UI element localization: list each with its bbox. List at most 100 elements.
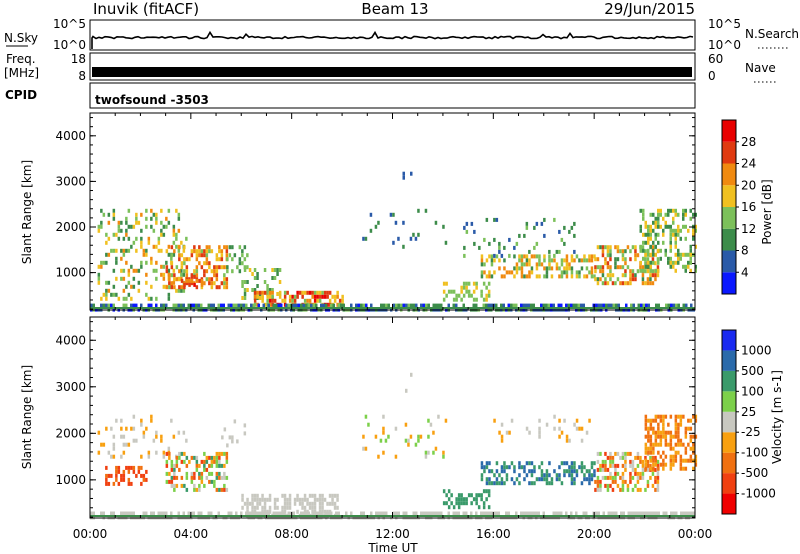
echo-cell [573,221,576,226]
echo-cell [132,284,136,289]
echo-cell [609,249,612,254]
echo-cell [629,257,632,262]
echo-cell [326,302,329,307]
echo-cell [596,487,600,492]
echo-cell [182,511,185,516]
echo-cell [261,298,264,303]
echo-cell [261,294,264,299]
echo-cell [405,388,408,393]
echo-cell [684,430,688,435]
echo-cell [580,461,584,466]
echo-cell [140,303,143,308]
echo-cell [621,463,625,468]
echo-cell [160,303,163,308]
echo-cell [225,475,229,480]
echo-cell [694,458,698,463]
echo-cell [656,265,660,270]
echo-cell [588,481,591,486]
colorbar-segment [722,330,736,351]
echo-cell [190,479,194,484]
echo-cell [662,430,665,435]
echo-cell [323,497,327,502]
echo-cell [634,471,637,476]
echo-cell [145,252,148,257]
echo-cell [306,290,309,295]
echo-cell [679,442,683,447]
freq-label: Freq. [6,52,36,66]
power-cbar-label: Power [dB] [760,179,774,244]
echo-cell [414,236,418,241]
nsky-tick-low: 10^0 [53,38,86,52]
echo-cell [656,459,660,464]
echo-cell [238,245,242,250]
echo-cell [195,249,199,254]
echo-cell [267,303,270,308]
echo-cell [427,418,430,423]
echo-cell [483,237,486,242]
echo-cell [261,497,264,502]
echo-cell [273,497,277,502]
echo-cell [200,479,204,484]
echo-cell [656,273,660,278]
echo-cell [271,276,274,280]
echo-cell [694,228,697,233]
echo-cell [152,438,156,443]
echo-cell [674,434,678,439]
echo-cell [573,465,576,470]
echo-cell [654,467,657,472]
echo-cell [225,459,229,464]
echo-cell [692,236,695,241]
echo-cell [657,430,660,435]
echo-cell [687,252,690,257]
echo-cell [495,511,498,516]
echo-cell [689,454,693,459]
echo-cell [543,477,546,482]
echo-cell [205,269,209,274]
echo-cell [241,284,244,288]
echo-cell [507,511,510,516]
echo-cell [185,487,189,492]
echo-cell [523,477,526,482]
echo-cell [140,454,143,459]
echo-cell [268,302,272,307]
echo-cell [203,273,206,278]
echo-cell [629,471,632,476]
echo-cell [125,296,128,301]
echo-cell [210,277,214,282]
echo-cell [200,278,204,283]
y-tick-label: 1000 [55,266,86,280]
echo-cell [394,426,398,431]
echo-cell [236,439,239,444]
echo-cell [679,458,683,463]
echo-cell [687,228,690,233]
echo-cell [659,224,662,229]
echo-cell [644,224,647,229]
echo-cell [512,303,515,308]
echo-cell [117,469,121,474]
echo-cell [256,497,259,502]
echo-cell [644,261,647,266]
echo-cell [308,493,312,498]
echo-cell [570,461,574,466]
echo-cell [100,442,103,447]
echo-cell [563,469,566,474]
echo-cell [228,245,232,250]
echo-cell [682,212,685,217]
echo-cell [689,216,692,221]
echo-cell [165,285,169,290]
echo-cell [170,253,174,258]
echo-cell [694,264,697,269]
echo-cell [266,298,269,303]
echo-cell [137,280,141,285]
echo-cell [682,466,685,471]
echo-cell [580,258,584,263]
echo-cell [150,284,153,289]
echo-cell [651,483,655,488]
echo-cell [600,303,603,308]
echo-cell [112,481,116,486]
echo-cell [145,280,148,285]
echo-cell [558,477,561,482]
echo-cell [580,426,584,431]
echo-cell [460,289,463,294]
echo-cell [182,430,186,435]
